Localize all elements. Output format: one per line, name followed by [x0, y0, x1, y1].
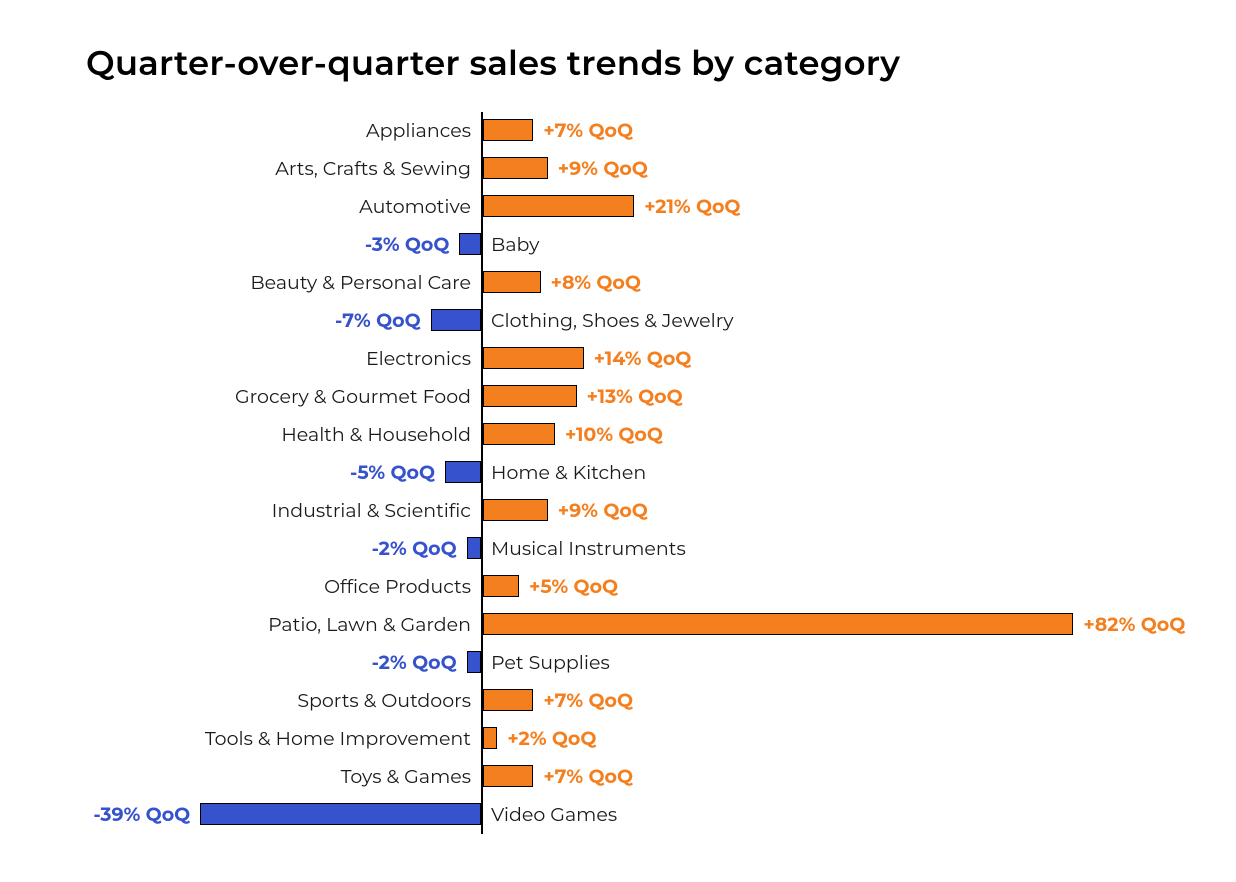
- bar: [483, 385, 577, 407]
- value-label: -7% QoQ: [335, 302, 421, 340]
- bar: [445, 461, 481, 483]
- bar-row: Pet Supplies -2% QoQ: [86, 644, 1196, 682]
- bar-row: Beauty & Personal Care +8% QoQ: [86, 264, 1196, 302]
- bar-row: Office Products +5% QoQ: [86, 568, 1196, 606]
- bar-row: Tools & Home Improvement +2% QoQ: [86, 720, 1196, 758]
- bar: [483, 689, 533, 711]
- value-label: -39% QoQ: [93, 796, 190, 834]
- value-label: +21% QoQ: [644, 188, 740, 226]
- category-label: Automotive: [359, 188, 471, 226]
- bar: [200, 803, 481, 825]
- value-label: -2% QoQ: [372, 644, 457, 682]
- bar-row: Baby -3% QoQ: [86, 226, 1196, 264]
- category-label: Appliances: [366, 112, 471, 150]
- bar-row: Toys & Games +7% QoQ: [86, 758, 1196, 796]
- category-label: Toys & Games: [341, 758, 471, 796]
- bar-row: Sports & Outdoors +7% QoQ: [86, 682, 1196, 720]
- bar-row: Automotive +21% QoQ: [86, 188, 1196, 226]
- bar-row: Electronics +14% QoQ: [86, 340, 1196, 378]
- bar: [483, 195, 634, 217]
- bar: [483, 157, 548, 179]
- bar-row: Home & Kitchen -5% QoQ: [86, 454, 1196, 492]
- bar-row: Appliances +7% QoQ: [86, 112, 1196, 150]
- category-label: Tools & Home Improvement: [205, 720, 471, 758]
- value-label: +7% QoQ: [543, 682, 633, 720]
- bar-row: Arts, Crafts & Sewing +9% QoQ: [86, 150, 1196, 188]
- value-label: +10% QoQ: [565, 416, 663, 454]
- bar-row: Clothing, Shoes & Jewelry -7% QoQ: [86, 302, 1196, 340]
- value-label: +7% QoQ: [543, 758, 633, 796]
- category-label: Arts, Crafts & Sewing: [275, 150, 471, 188]
- category-label: Grocery & Gourmet Food: [235, 378, 471, 416]
- category-label: Health & Household: [281, 416, 471, 454]
- value-label: +2% QoQ: [507, 720, 596, 758]
- value-label: +9% QoQ: [558, 150, 648, 188]
- bar: [459, 233, 481, 255]
- bar: [483, 765, 533, 787]
- category-label: Beauty & Personal Care: [250, 264, 471, 302]
- bar-row: Grocery & Gourmet Food +13% QoQ: [86, 378, 1196, 416]
- bar-row: Health & Household +10% QoQ: [86, 416, 1196, 454]
- bar: [483, 347, 584, 369]
- bar: [483, 575, 519, 597]
- category-label: Home & Kitchen: [491, 454, 646, 492]
- category-label: Patio, Lawn & Garden: [268, 606, 471, 644]
- diverging-bar-chart: Appliances +7% QoQ Arts, Crafts & Sewing +9…: [86, 112, 1196, 834]
- bar-row: Video Games -39% QoQ: [86, 796, 1196, 834]
- value-label: +8% QoQ: [551, 264, 641, 302]
- value-label: -3% QoQ: [365, 226, 450, 264]
- value-label: -5% QoQ: [350, 454, 435, 492]
- value-label: +82% QoQ: [1083, 606, 1185, 644]
- category-label: Electronics: [366, 340, 471, 378]
- value-label: -2% QoQ: [372, 530, 457, 568]
- category-label: Industrial & Scientific: [272, 492, 471, 530]
- bar: [467, 651, 481, 673]
- bar-row: Patio, Lawn & Garden +82% QoQ: [86, 606, 1196, 644]
- chart-title: Quarter-over-quarter sales trends by cat…: [86, 42, 1236, 84]
- category-label: Office Products: [324, 568, 471, 606]
- category-label: Sports & Outdoors: [297, 682, 471, 720]
- category-label: Clothing, Shoes & Jewelry: [491, 302, 734, 340]
- value-label: +7% QoQ: [543, 112, 633, 150]
- bar-row: Musical Instruments -2% QoQ: [86, 530, 1196, 568]
- value-label: +14% QoQ: [594, 340, 692, 378]
- bar: [483, 499, 548, 521]
- value-label: +13% QoQ: [587, 378, 683, 416]
- bar: [431, 309, 481, 331]
- category-label: Musical Instruments: [491, 530, 686, 568]
- category-label: Video Games: [491, 796, 617, 834]
- value-label: +5% QoQ: [529, 568, 618, 606]
- bar: [483, 613, 1073, 635]
- bar-row: Industrial & Scientific +9% QoQ: [86, 492, 1196, 530]
- category-label: Baby: [491, 226, 539, 264]
- value-label: +9% QoQ: [558, 492, 648, 530]
- bar: [483, 727, 497, 749]
- bar: [483, 119, 533, 141]
- bar: [483, 271, 541, 293]
- page: Quarter-over-quarter sales trends by cat…: [0, 0, 1236, 882]
- category-label: Pet Supplies: [491, 644, 610, 682]
- bar: [467, 537, 481, 559]
- bar: [483, 423, 555, 445]
